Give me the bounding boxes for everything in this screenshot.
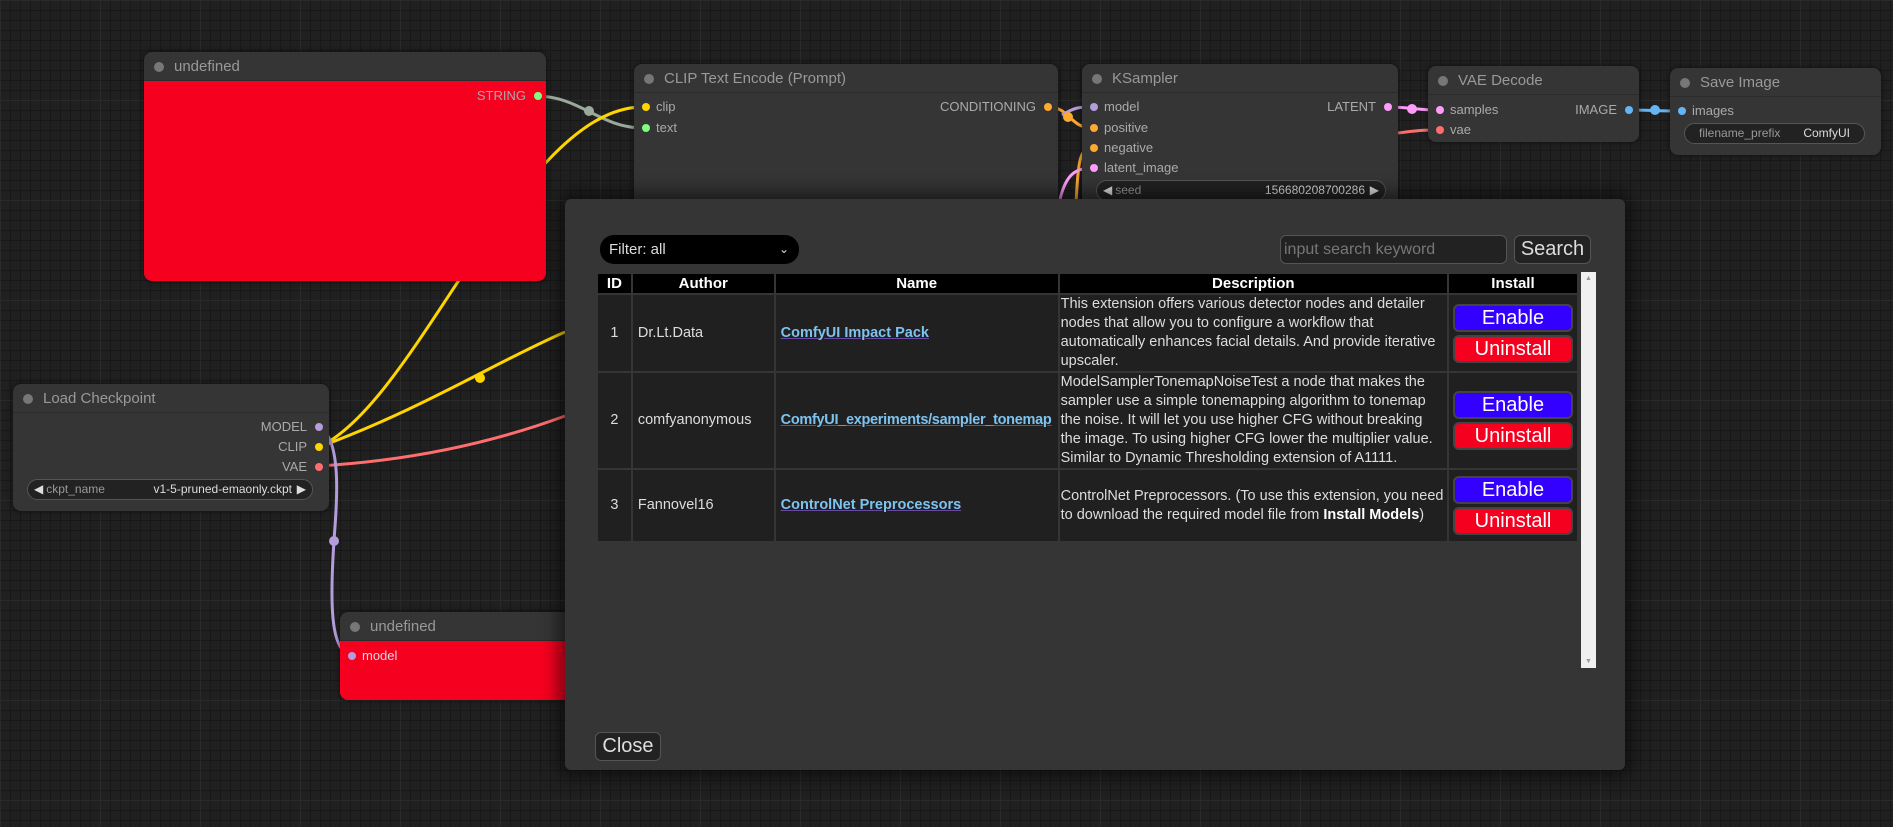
output-conditioning[interactable]: CONDITIONING xyxy=(940,99,1052,115)
slot-dot-icon[interactable] xyxy=(642,103,650,111)
collapse-dot-icon[interactable] xyxy=(1092,74,1102,84)
collapse-dot-icon[interactable] xyxy=(23,394,33,404)
chevron-down-icon: ⌄ xyxy=(778,242,789,256)
node-title[interactable]: undefined xyxy=(340,612,600,641)
collapse-dot-icon[interactable] xyxy=(350,622,360,632)
input-images[interactable]: images xyxy=(1674,103,1734,119)
input-positive[interactable]: positive xyxy=(1086,120,1148,136)
output-vae[interactable]: VAE xyxy=(282,459,323,475)
close-button[interactable]: Close xyxy=(595,732,661,761)
node-title[interactable]: undefined xyxy=(144,52,546,81)
arrow-right-icon[interactable]: ▶ xyxy=(1369,183,1379,197)
output-string[interactable]: STRING xyxy=(477,88,542,104)
uninstall-button[interactable]: Uninstall xyxy=(1452,422,1573,450)
scroll-up-icon[interactable]: ▲ xyxy=(1585,275,1592,282)
slot-dot-icon[interactable] xyxy=(1625,106,1633,114)
node-model[interactable]: undefined model xyxy=(340,612,600,700)
input-model[interactable]: model xyxy=(344,648,397,664)
input-vae[interactable]: vae xyxy=(1432,122,1471,138)
table-row: 3 Fannovel16 ControlNet Preprocessors Co… xyxy=(596,468,1580,543)
table-scrollbar[interactable]: ▲ ▼ xyxy=(1581,272,1596,668)
arrow-right-icon[interactable]: ▶ xyxy=(296,482,306,496)
node-body xyxy=(144,81,546,281)
slot-dot-icon[interactable] xyxy=(1678,107,1686,115)
install-models-text: Install Models xyxy=(1323,506,1420,523)
slot-dot-icon[interactable] xyxy=(1384,103,1392,111)
slot-dot-icon[interactable] xyxy=(1090,144,1098,152)
node-save-image[interactable]: Save Image images filename_prefix ComfyUI xyxy=(1670,68,1881,155)
wire-vae xyxy=(318,414,566,468)
output-image[interactable]: IMAGE xyxy=(1575,102,1633,118)
enable-button[interactable]: Enable xyxy=(1452,476,1573,504)
col-author: Author xyxy=(630,272,776,295)
slot-dot-icon[interactable] xyxy=(315,463,323,471)
uninstall-button[interactable]: Uninstall xyxy=(1452,334,1573,363)
collapse-dot-icon[interactable] xyxy=(644,74,654,84)
table-row: 1 Dr.Lt.Data ComfyUI Impact Pack This ex… xyxy=(596,293,1580,373)
wire-clip-2 xyxy=(318,330,566,449)
enable-button[interactable]: Enable xyxy=(1452,391,1573,419)
node-body xyxy=(340,641,600,700)
slot-dot-icon[interactable] xyxy=(642,124,650,132)
slot-dot-icon[interactable] xyxy=(534,92,542,100)
slot-dot-icon[interactable] xyxy=(315,443,323,451)
seed-widget[interactable]: ◀ seed 156680208700286 ▶ xyxy=(1096,180,1386,201)
custom-nodes-manager-dialog: Filter: all ⌄ input search keyword Search… xyxy=(565,199,1625,770)
input-text[interactable]: text xyxy=(638,120,677,136)
filter-select[interactable]: Filter: all ⌄ xyxy=(600,235,799,264)
output-model[interactable]: MODEL xyxy=(261,419,323,435)
arrow-left-icon[interactable]: ◀ xyxy=(34,482,44,496)
output-clip[interactable]: CLIP xyxy=(278,439,323,455)
slot-dot-icon[interactable] xyxy=(1090,103,1098,111)
arrow-left-icon[interactable]: ◀ xyxy=(1103,183,1113,197)
uninstall-button[interactable]: Uninstall xyxy=(1452,507,1573,535)
filename-prefix-widget[interactable]: filename_prefix ComfyUI xyxy=(1684,123,1865,144)
slot-dot-icon[interactable] xyxy=(315,423,323,431)
enable-button[interactable]: Enable xyxy=(1452,303,1573,332)
slot-dot-icon[interactable] xyxy=(1090,164,1098,172)
table-header: ID Author Name Description Install xyxy=(596,272,1580,295)
search-button[interactable]: Search xyxy=(1514,235,1591,264)
collapse-dot-icon[interactable] xyxy=(1680,78,1690,88)
input-clip[interactable]: clip xyxy=(638,99,676,115)
node-vae-decode[interactable]: VAE Decode samples vae IMAGE xyxy=(1428,66,1639,142)
node-string[interactable]: undefined STRING xyxy=(144,52,546,281)
col-name: Name xyxy=(773,272,1060,295)
input-negative[interactable]: negative xyxy=(1086,140,1153,156)
slot-dot-icon[interactable] xyxy=(1436,106,1444,114)
collapse-dot-icon[interactable] xyxy=(154,62,164,72)
extension-link[interactable]: ControlNet Preprocessors xyxy=(780,497,962,513)
input-latent-image[interactable]: latent_image xyxy=(1086,160,1178,176)
input-samples[interactable]: samples xyxy=(1432,102,1498,118)
slot-dot-icon[interactable] xyxy=(1090,124,1098,132)
input-model[interactable]: model xyxy=(1086,99,1139,115)
node-title[interactable]: Load Checkpoint xyxy=(13,384,329,413)
output-latent[interactable]: LATENT xyxy=(1327,99,1392,115)
node-clip-text-encode[interactable]: CLIP Text Encode (Prompt) clip text COND… xyxy=(634,64,1058,224)
node-title[interactable]: CLIP Text Encode (Prompt) xyxy=(634,64,1058,93)
node-title[interactable]: VAE Decode xyxy=(1428,66,1639,95)
node-title[interactable]: Save Image xyxy=(1670,68,1881,97)
extension-link[interactable]: ComfyUI_experiments/sampler_tonemap xyxy=(780,412,1052,428)
collapse-dot-icon[interactable] xyxy=(1438,76,1448,86)
extensions-table: ID Author Name Description Install 1 Dr.… xyxy=(596,272,1580,543)
slot-dot-icon[interactable] xyxy=(1044,103,1052,111)
node-load-checkpoint[interactable]: Load Checkpoint MODEL CLIP VAE ◀ ckpt_nam… xyxy=(13,384,329,511)
extension-link[interactable]: ComfyUI Impact Pack xyxy=(780,324,929,341)
slot-dot-icon[interactable] xyxy=(1436,126,1444,134)
node-title[interactable]: KSampler xyxy=(1082,64,1398,93)
col-install: Install xyxy=(1446,272,1580,295)
slot-dot-icon[interactable] xyxy=(348,652,356,660)
ckpt-name-widget[interactable]: ◀ ckpt_name v1-5-pruned-emaonly.ckpt ▶ xyxy=(27,479,313,500)
scroll-down-icon[interactable]: ▼ xyxy=(1585,658,1592,665)
col-id: ID xyxy=(596,272,633,295)
search-input[interactable]: input search keyword xyxy=(1280,235,1507,264)
node-ksampler[interactable]: KSampler model positive negative latent_… xyxy=(1082,64,1398,224)
table-row: 2 comfyanonymous ComfyUI_experiments/sam… xyxy=(596,371,1580,470)
col-description: Description xyxy=(1057,272,1449,295)
